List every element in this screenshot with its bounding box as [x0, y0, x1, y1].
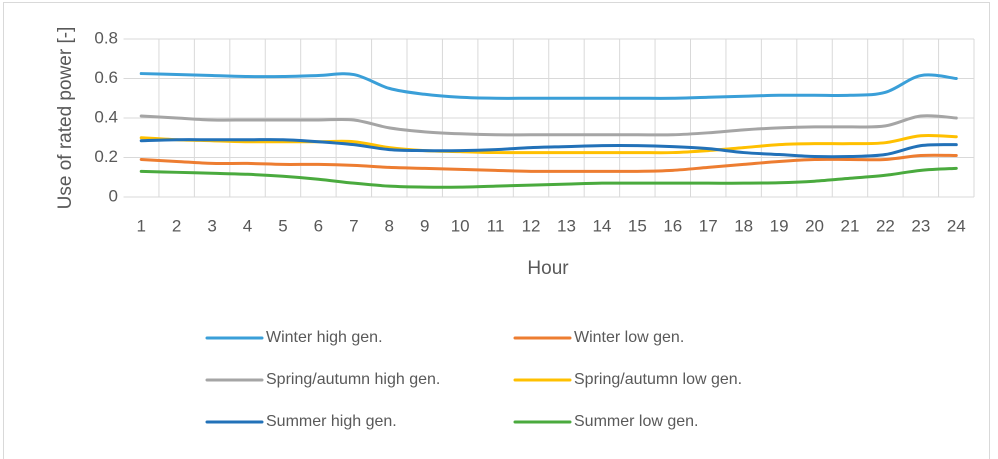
x-tick-label: 17: [699, 216, 718, 235]
series-line: [139, 138, 958, 159]
x-tick-label: 13: [557, 216, 576, 235]
x-tick-label: 2: [172, 216, 181, 235]
x-tick-label: 10: [451, 216, 470, 235]
legend-label: Spring/autumn low gen.: [574, 371, 742, 388]
series-line: [139, 114, 958, 137]
y-tick-label: 0.6: [94, 68, 118, 87]
series-line: [139, 133, 958, 155]
x-tick-label: 18: [734, 216, 753, 235]
y-tick-label: 0.8: [94, 28, 118, 47]
x-tick-label: 1: [136, 216, 145, 235]
x-tick-label: 15: [628, 216, 647, 235]
x-axis-title: Hour: [527, 258, 569, 279]
x-tick-label: 16: [663, 216, 682, 235]
x-tick-label: 9: [420, 216, 429, 235]
x-tick-label: 5: [278, 216, 287, 235]
series-line: [139, 166, 958, 189]
series-line: [139, 72, 958, 100]
x-tick-label: 4: [243, 216, 252, 235]
x-tick-label: 8: [385, 216, 394, 235]
legend-label: Winter high gen.: [266, 329, 383, 346]
legend-label: Winter low gen.: [574, 329, 684, 346]
x-tick-label: 24: [947, 216, 966, 235]
legend-label: Spring/autumn high gen.: [266, 371, 440, 388]
x-tick-label: 14: [592, 216, 611, 235]
series-line: [139, 153, 958, 173]
x-tick-label: 12: [522, 216, 541, 235]
legend-label: Summer low gen.: [574, 413, 699, 430]
x-tick-label: 23: [911, 216, 930, 235]
x-tick-label: 19: [770, 216, 789, 235]
x-tick-label: 21: [841, 216, 860, 235]
x-tick-label: 11: [487, 216, 505, 235]
x-tick-label: 3: [207, 216, 216, 235]
y-tick-label: 0.4: [94, 107, 118, 126]
y-tick-label: 0: [109, 186, 118, 205]
x-tick-label: 7: [349, 216, 358, 235]
y-tick-label: 0.2: [94, 147, 118, 166]
x-tick-label: 22: [876, 216, 895, 235]
x-tick-label: 6: [314, 216, 323, 235]
y-axis-title: Use of rated power [-]: [55, 27, 76, 210]
x-tick-label: 20: [805, 216, 824, 235]
legend-label: Summer high gen.: [266, 413, 397, 430]
